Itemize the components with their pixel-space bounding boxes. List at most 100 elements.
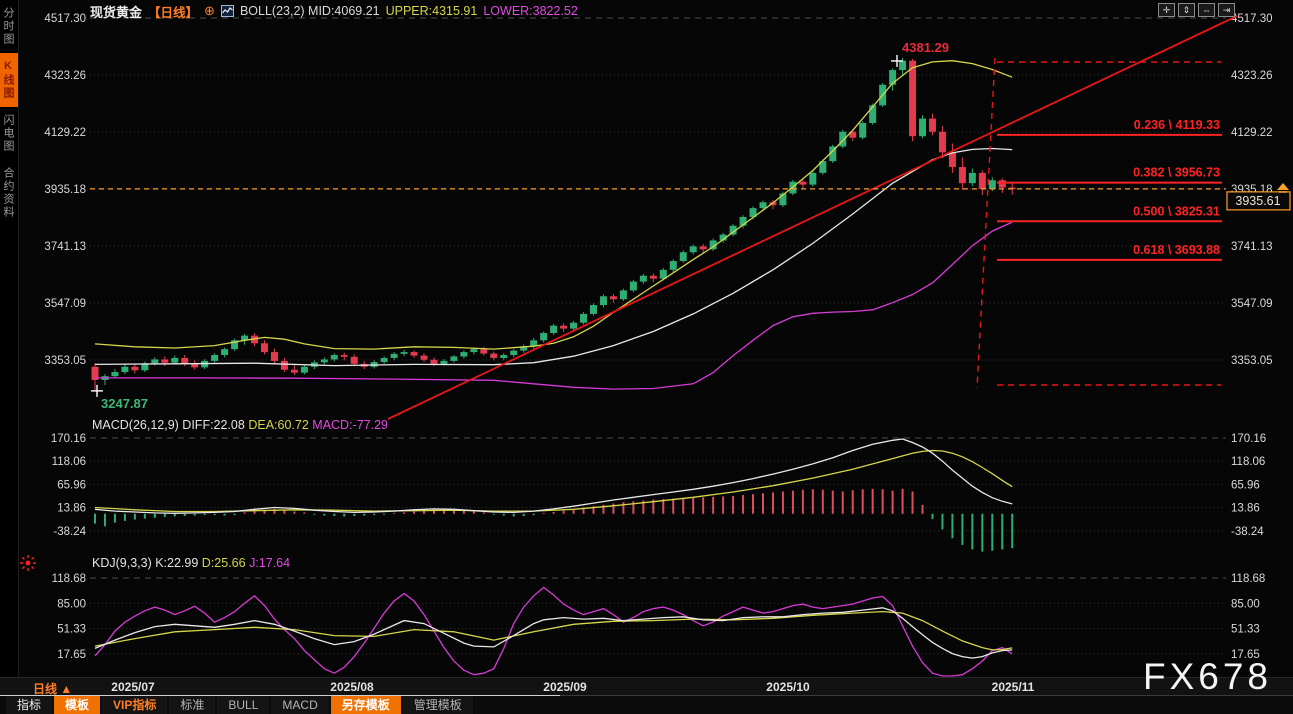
footer-tab-5[interactable]: MACD <box>271 696 329 714</box>
candle-body[interactable] <box>938 131 946 153</box>
candle-body[interactable] <box>221 349 229 356</box>
candle-body[interactable] <box>171 357 179 363</box>
candle-body[interactable] <box>829 146 837 162</box>
candle-body[interactable] <box>330 355 338 360</box>
candle-body[interactable] <box>280 360 288 370</box>
candle-body[interactable] <box>420 355 428 360</box>
candle-body[interactable] <box>779 193 787 206</box>
candle-body[interactable] <box>151 359 159 364</box>
candle-body[interactable] <box>819 161 827 173</box>
candle-body[interactable] <box>320 359 328 363</box>
candle-body[interactable] <box>679 252 687 262</box>
candle-body[interactable] <box>809 172 817 185</box>
candle-body[interactable] <box>699 246 707 250</box>
candle-body[interactable] <box>500 355 508 358</box>
footer-tab-7[interactable]: 管理模板 <box>402 696 473 714</box>
candle-body[interactable] <box>729 225 737 235</box>
candle-body[interactable] <box>659 269 667 279</box>
y-scale-icon[interactable]: ⇕ <box>1178 3 1195 17</box>
candle-body[interactable] <box>560 325 568 329</box>
candle-body[interactable] <box>290 369 298 373</box>
candle-body[interactable] <box>639 275 647 282</box>
candle-body[interactable] <box>340 355 348 357</box>
trendline[interactable] <box>387 15 1238 420</box>
alert-burst-icon[interactable] <box>19 554 37 577</box>
footer-tab-4[interactable]: BULL <box>217 696 270 714</box>
candle-body[interactable] <box>510 350 518 356</box>
candle-body[interactable] <box>669 261 677 270</box>
x-scale-icon[interactable]: ⇔ <box>1198 3 1215 17</box>
candle-body[interactable] <box>400 352 408 354</box>
candle-body[interactable] <box>470 349 478 353</box>
candle-body[interactable] <box>91 366 99 380</box>
candle-body[interactable] <box>709 240 717 250</box>
candle-body[interactable] <box>530 340 538 347</box>
candle-body[interactable] <box>390 353 398 358</box>
candle-body[interactable] <box>629 281 637 291</box>
candle-body[interactable] <box>570 322 578 329</box>
candle-body[interactable] <box>869 105 877 123</box>
footer-tab-2[interactable]: VIP指标 <box>102 696 168 714</box>
candle-body[interactable] <box>609 296 617 300</box>
candle-body[interactable] <box>480 349 488 354</box>
period-selector[interactable]: 日线 ▲ <box>33 682 73 696</box>
candle-body[interactable] <box>649 275 657 279</box>
candle-body[interactable] <box>460 352 468 357</box>
sidebar-tab-time-chart[interactable]: 分时图 <box>2 7 14 46</box>
candle-body[interactable] <box>769 202 777 206</box>
candle-body[interactable] <box>300 366 308 373</box>
candle-body[interactable] <box>719 234 727 241</box>
candle-body[interactable] <box>270 352 278 361</box>
candle-body[interactable] <box>978 172 986 190</box>
candle-body[interactable] <box>948 152 956 168</box>
candle-body[interactable] <box>550 325 558 333</box>
expand-icon[interactable]: ⊕ <box>204 3 215 18</box>
candle-body[interactable] <box>131 366 139 371</box>
candle-body[interactable] <box>909 60 917 137</box>
candle-body[interactable] <box>580 313 588 323</box>
candle-body[interactable] <box>260 343 268 353</box>
candle-body[interactable] <box>958 167 966 184</box>
candle-body[interactable] <box>410 352 418 356</box>
candle-body[interactable] <box>919 118 927 137</box>
candle-body[interactable] <box>430 359 438 364</box>
candle-body[interactable] <box>241 335 249 341</box>
pan-icon[interactable]: ✛ <box>1158 3 1175 17</box>
candle-body[interactable] <box>181 357 189 364</box>
candle-body[interactable] <box>141 363 149 371</box>
sidebar-tab-contract-info[interactable]: 合约资料 <box>2 167 14 219</box>
candle-body[interactable] <box>440 360 448 364</box>
candle-body[interactable] <box>231 340 239 350</box>
candle-body[interactable] <box>121 366 129 373</box>
candle-body[interactable] <box>191 363 199 368</box>
boll-indicator-icon[interactable] <box>220 5 234 17</box>
candle-body[interactable] <box>759 202 767 209</box>
candle-body[interactable] <box>849 131 857 138</box>
candle-body[interactable] <box>899 60 907 71</box>
candle-body[interactable] <box>799 181 807 185</box>
candle-body[interactable] <box>859 122 867 138</box>
candle-body[interactable] <box>739 216 747 226</box>
candle-body[interactable] <box>998 180 1006 188</box>
candle-body[interactable] <box>111 372 119 377</box>
candle-body[interactable] <box>889 70 897 85</box>
candle-body[interactable] <box>380 357 388 363</box>
candle-body[interactable] <box>450 356 458 361</box>
candle-body[interactable] <box>689 246 697 253</box>
candle-body[interactable] <box>988 180 996 190</box>
footer-tab-6[interactable]: 另存模板 <box>330 696 401 714</box>
sidebar-tab-kline-chart[interactable]: K线图 <box>0 53 18 107</box>
candles-layer[interactable] <box>91 57 1016 391</box>
footer-tab-1[interactable]: 模板 <box>54 696 101 714</box>
candle-body[interactable] <box>928 118 936 132</box>
candle-body[interactable] <box>968 172 976 184</box>
candle-body[interactable] <box>599 296 607 306</box>
candle-body[interactable] <box>211 355 219 361</box>
go-latest-icon[interactable]: ⇥ <box>1218 3 1235 17</box>
candle-body[interactable] <box>590 305 597 314</box>
candle-body[interactable] <box>619 290 627 300</box>
footer-tab-3[interactable]: 标准 <box>169 696 216 714</box>
candle-body[interactable] <box>161 359 169 363</box>
candle-body[interactable] <box>520 346 528 351</box>
